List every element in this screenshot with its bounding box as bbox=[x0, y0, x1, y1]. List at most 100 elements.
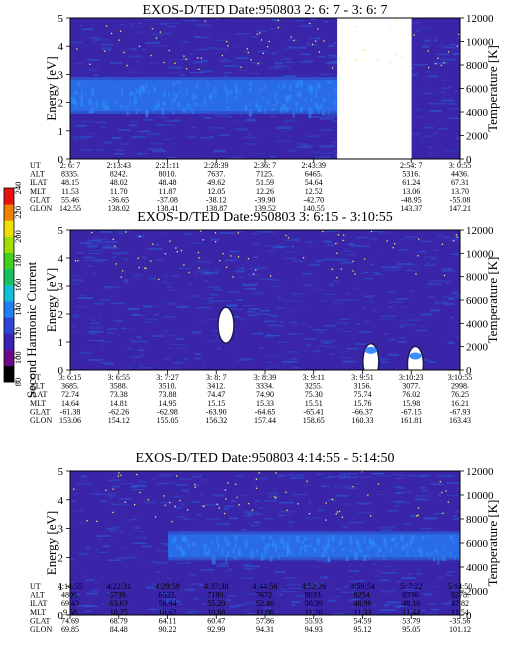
noise-streak bbox=[303, 484, 309, 486]
noise-streak bbox=[288, 474, 302, 476]
y2-tick-label: 8000 bbox=[466, 60, 489, 72]
noise-streak bbox=[286, 75, 291, 78]
noise-streak bbox=[423, 40, 430, 43]
noise-streak bbox=[441, 268, 453, 271]
sparse-dot bbox=[202, 505, 204, 507]
sparse-dot bbox=[155, 37, 158, 39]
noise-streak bbox=[332, 120, 340, 123]
table-cell: 8278. bbox=[451, 591, 469, 600]
noise-streak bbox=[336, 322, 350, 325]
band-texture bbox=[363, 555, 367, 561]
noise-streak bbox=[454, 335, 460, 338]
noise-streak bbox=[445, 237, 458, 239]
sparse-dot bbox=[120, 276, 122, 278]
band-texture bbox=[168, 92, 171, 97]
noise-streak bbox=[380, 590, 395, 593]
sparse-dot bbox=[168, 49, 170, 52]
noise-streak bbox=[306, 44, 319, 46]
noise-streak bbox=[268, 324, 285, 327]
noise-streak bbox=[206, 47, 216, 49]
sparse-dot bbox=[187, 509, 189, 511]
band-texture bbox=[390, 547, 393, 554]
noise-streak bbox=[310, 584, 313, 586]
y-tick-label: 4 bbox=[58, 41, 64, 53]
noise-streak bbox=[383, 604, 388, 607]
y-tick-label: 4 bbox=[58, 253, 64, 265]
table-cell: 58.94 bbox=[159, 599, 177, 608]
y2-tick-label: 4000 bbox=[466, 107, 489, 119]
noise-streak bbox=[187, 283, 192, 286]
noise-streak bbox=[285, 61, 294, 63]
sparse-dot bbox=[332, 67, 334, 69]
noise-streak bbox=[349, 580, 364, 583]
noise-streak bbox=[334, 588, 342, 590]
noise-streak bbox=[381, 361, 390, 364]
noise-streak bbox=[138, 349, 145, 351]
noise-streak bbox=[311, 582, 324, 585]
noise-streak bbox=[95, 39, 110, 41]
colorbar-segment bbox=[4, 349, 14, 367]
band-texture bbox=[217, 542, 220, 550]
y2-tick-label: 0 bbox=[466, 610, 472, 622]
noise-streak bbox=[203, 136, 207, 139]
noise-streak bbox=[212, 494, 225, 497]
noise-streak bbox=[137, 152, 142, 156]
sparse-dot bbox=[297, 503, 299, 505]
band-texture bbox=[349, 538, 353, 545]
y-tick-label: 5 bbox=[58, 225, 64, 237]
band-texture bbox=[216, 535, 218, 544]
band-texture bbox=[91, 90, 95, 96]
sparse-dot bbox=[315, 40, 317, 42]
noise-streak bbox=[159, 502, 173, 504]
noise-streak bbox=[276, 18, 280, 20]
sparse-dot bbox=[443, 62, 445, 64]
noise-streak bbox=[105, 363, 115, 365]
noise-streak bbox=[425, 603, 437, 605]
y-tick-label: 5 bbox=[58, 466, 64, 478]
noise-streak bbox=[184, 357, 189, 359]
noise-streak bbox=[188, 609, 195, 611]
noise-streak bbox=[89, 37, 101, 40]
noise-streak bbox=[321, 485, 331, 487]
sparse-dot bbox=[171, 520, 173, 523]
band-texture bbox=[322, 546, 326, 550]
noise-streak bbox=[342, 351, 349, 353]
table-cell: 8254. bbox=[354, 591, 372, 600]
sparse-dot bbox=[222, 253, 224, 255]
noise-streak bbox=[195, 353, 201, 355]
noise-streak bbox=[88, 330, 104, 333]
noise-streak bbox=[443, 236, 450, 238]
noise-streak bbox=[78, 242, 92, 244]
sparse-dot bbox=[221, 54, 223, 57]
noise-streak bbox=[205, 280, 209, 282]
table-cell: 94.31 bbox=[256, 625, 274, 634]
colorbar-tick-label: 140 bbox=[13, 303, 23, 316]
noise-streak bbox=[334, 485, 338, 488]
band-texture bbox=[249, 100, 251, 107]
noise-streak bbox=[151, 45, 168, 47]
band-texture bbox=[191, 93, 193, 101]
noise-streak bbox=[278, 514, 292, 516]
noise-streak bbox=[270, 155, 276, 158]
band-texture bbox=[195, 85, 199, 90]
noise-streak bbox=[83, 33, 88, 35]
noise-streak bbox=[432, 514, 437, 516]
sparse-dot bbox=[91, 231, 93, 234]
noise-streak bbox=[209, 293, 218, 296]
noise-streak bbox=[223, 570, 232, 572]
noise-streak bbox=[206, 518, 221, 520]
noise-streak bbox=[435, 231, 439, 233]
noise-streak bbox=[424, 264, 433, 266]
sparse-dot bbox=[317, 28, 319, 30]
band-texture bbox=[88, 98, 92, 106]
noise-streak bbox=[443, 47, 459, 49]
noise-streak bbox=[273, 491, 278, 493]
noise-streak bbox=[121, 327, 126, 330]
band-texture bbox=[260, 87, 263, 91]
band-texture bbox=[268, 543, 271, 547]
sparse-dot bbox=[169, 501, 171, 504]
band-texture bbox=[192, 542, 196, 546]
band-texture bbox=[371, 539, 375, 544]
noise-streak bbox=[306, 42, 311, 44]
sparse-dot bbox=[376, 58, 379, 61]
